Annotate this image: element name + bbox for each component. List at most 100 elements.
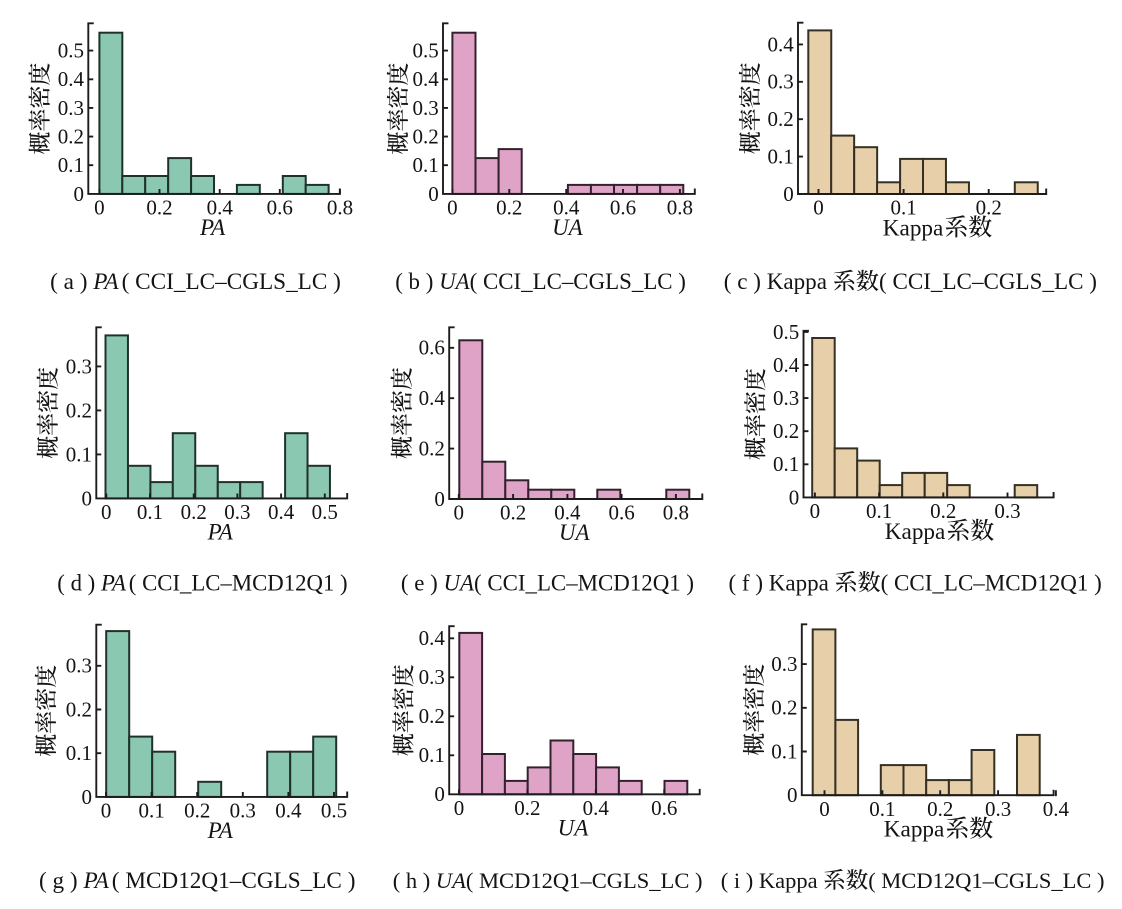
svg-text:0: 0 xyxy=(101,500,112,524)
svg-text:0.6: 0.6 xyxy=(608,501,634,525)
svg-text:( f ) Kappa: ( f ) Kappa xyxy=(729,569,835,595)
svg-text:PA: PA xyxy=(199,215,226,240)
svg-text:0: 0 xyxy=(82,785,93,809)
svg-text:0.3: 0.3 xyxy=(773,386,799,410)
svg-text:( CCI_LC–MCD12Q1 ): ( CCI_LC–MCD12Q1 ) xyxy=(474,570,694,595)
svg-text:0: 0 xyxy=(454,501,465,525)
svg-text:0.4: 0.4 xyxy=(773,353,800,377)
svg-text:( CCI_LC–MCD12Q1 ): ( CCI_LC–MCD12Q1 ) xyxy=(881,569,1102,595)
svg-text:0: 0 xyxy=(813,196,824,220)
svg-text:0.1: 0.1 xyxy=(137,500,163,524)
svg-text:Kappa: Kappa xyxy=(885,519,946,545)
svg-text:0: 0 xyxy=(101,799,112,823)
svg-text:0: 0 xyxy=(94,196,105,220)
svg-text:0: 0 xyxy=(82,486,93,510)
svg-text:( e ): ( e ) xyxy=(401,570,444,595)
svg-text:( MCD12Q1–CGLS_LC ): ( MCD12Q1–CGLS_LC ) xyxy=(112,868,356,894)
svg-text:0: 0 xyxy=(434,487,445,511)
svg-text:( b ): ( b ) xyxy=(395,269,439,294)
svg-text:0.1: 0.1 xyxy=(412,153,438,177)
svg-text:Kappa: Kappa xyxy=(884,817,945,843)
svg-text:0.1: 0.1 xyxy=(890,196,916,220)
svg-text:0.2: 0.2 xyxy=(496,196,522,220)
svg-text:0.3: 0.3 xyxy=(771,652,797,676)
svg-text:( CCI_LC–CGLS_LC ): ( CCI_LC–CGLS_LC ) xyxy=(122,269,341,295)
svg-text:( a ): ( a ) xyxy=(50,269,93,295)
svg-text:0.3: 0.3 xyxy=(412,96,438,120)
svg-text:( CCI_LC–MCD12Q1 ): ( CCI_LC–MCD12Q1 ) xyxy=(129,570,348,595)
svg-text:( d ): ( d ) xyxy=(57,570,101,595)
svg-text:UA: UA xyxy=(552,215,584,240)
svg-text:UA: UA xyxy=(439,269,471,294)
svg-text:0.2: 0.2 xyxy=(930,499,956,523)
svg-text:0.5: 0.5 xyxy=(58,39,84,63)
svg-text:0.5: 0.5 xyxy=(773,320,799,344)
svg-text:0.4: 0.4 xyxy=(554,501,581,525)
svg-text:0.8: 0.8 xyxy=(327,196,353,220)
svg-text:0.4: 0.4 xyxy=(553,196,580,220)
svg-text:0.3: 0.3 xyxy=(66,654,92,678)
svg-text:UA: UA xyxy=(444,570,476,595)
svg-text:0.3: 0.3 xyxy=(985,797,1011,821)
svg-text:0.3: 0.3 xyxy=(66,354,92,378)
svg-text:0.1: 0.1 xyxy=(771,739,797,763)
svg-text:0.6: 0.6 xyxy=(651,796,677,820)
svg-text:0.2: 0.2 xyxy=(767,107,793,131)
svg-text:0.2: 0.2 xyxy=(514,796,540,820)
svg-text:0.8: 0.8 xyxy=(663,501,689,525)
svg-text:0.2: 0.2 xyxy=(500,501,526,525)
svg-text:0.8: 0.8 xyxy=(667,196,693,220)
svg-text:( CCI_LC–CGLS_LC ): ( CCI_LC–CGLS_LC ) xyxy=(470,269,686,294)
svg-text:0.6: 0.6 xyxy=(419,336,445,360)
svg-text:UA: UA xyxy=(559,520,591,545)
svg-text:UA: UA xyxy=(436,868,466,893)
svg-text:0.3: 0.3 xyxy=(419,665,445,689)
svg-text:( h ): ( h ) xyxy=(393,868,436,893)
svg-text:0.5: 0.5 xyxy=(312,500,338,524)
svg-text:0: 0 xyxy=(454,796,465,820)
svg-text:( MCD12Q1–CGLS_LC ): ( MCD12Q1–CGLS_LC ) xyxy=(466,868,703,893)
svg-text:0.1: 0.1 xyxy=(866,499,892,523)
svg-text:0.4: 0.4 xyxy=(419,386,446,410)
svg-text:0.1: 0.1 xyxy=(66,442,92,466)
svg-text:0.6: 0.6 xyxy=(267,196,293,220)
svg-text:0: 0 xyxy=(434,782,445,806)
svg-text:0.4: 0.4 xyxy=(1043,797,1070,821)
svg-text:0.1: 0.1 xyxy=(138,799,164,823)
svg-text:PA: PA xyxy=(207,519,234,544)
svg-text:PA: PA xyxy=(92,269,119,295)
svg-text:0.2: 0.2 xyxy=(976,196,1002,220)
svg-text:( g ): ( g ) xyxy=(39,868,83,894)
svg-text:0.1: 0.1 xyxy=(419,743,445,767)
svg-text:0.1: 0.1 xyxy=(773,452,799,476)
svg-text:0: 0 xyxy=(428,182,439,206)
svg-text:PA: PA xyxy=(100,570,126,595)
svg-text:( CCI_LC–CGLS_LC ): ( CCI_LC–CGLS_LC ) xyxy=(879,268,1097,294)
svg-text:0.2: 0.2 xyxy=(58,125,84,149)
svg-text:0.1: 0.1 xyxy=(58,153,84,177)
svg-text:0.3: 0.3 xyxy=(767,70,793,94)
svg-text:0.6: 0.6 xyxy=(610,196,636,220)
svg-text:PA: PA xyxy=(83,868,110,894)
svg-text:0.2: 0.2 xyxy=(184,799,210,823)
svg-text:0: 0 xyxy=(74,182,85,206)
svg-text:0: 0 xyxy=(447,196,458,220)
svg-text:( c ) Kappa: ( c ) Kappa xyxy=(724,268,833,294)
svg-text:0.2: 0.2 xyxy=(419,437,445,461)
svg-text:0.4: 0.4 xyxy=(58,67,85,91)
svg-text:0.4: 0.4 xyxy=(583,796,610,820)
svg-text:0.2: 0.2 xyxy=(66,398,92,422)
svg-text:UA: UA xyxy=(558,815,590,840)
svg-text:0.4: 0.4 xyxy=(412,67,439,91)
svg-text:0: 0 xyxy=(789,485,800,509)
svg-text:0.4: 0.4 xyxy=(767,32,794,56)
svg-text:0.5: 0.5 xyxy=(412,39,438,63)
svg-text:0.2: 0.2 xyxy=(419,704,445,728)
svg-text:( i ) Kappa: ( i ) Kappa xyxy=(721,868,823,893)
svg-text:0.2: 0.2 xyxy=(146,196,172,220)
svg-text:0: 0 xyxy=(810,499,821,523)
svg-text:0.4: 0.4 xyxy=(207,196,234,220)
svg-text:0.1: 0.1 xyxy=(869,797,895,821)
svg-text:0.2: 0.2 xyxy=(181,500,207,524)
svg-text:0.1: 0.1 xyxy=(767,145,793,169)
